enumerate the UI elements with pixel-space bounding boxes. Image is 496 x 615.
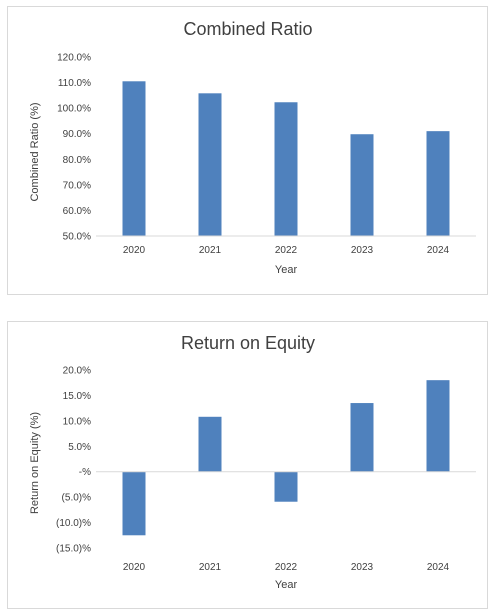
y-tick-label: 15.0% [63, 391, 91, 402]
bar-2023 [350, 403, 374, 472]
x-tick-label: 2024 [427, 245, 450, 256]
bar-2024 [426, 380, 450, 472]
x-tick-label: 2021 [199, 245, 222, 256]
y-tick-label: 120.0% [57, 53, 91, 64]
y-tick-label: 20.0% [63, 366, 91, 377]
y-axis-title: Return on Equity (%) [29, 412, 41, 514]
bar-2020 [122, 81, 146, 237]
y-axis-title: Combined Ratio (%) [29, 102, 41, 201]
chart-title: Return on Equity [181, 333, 315, 353]
y-tick-label: 5.0% [68, 442, 91, 453]
y-tick-label: -% [79, 467, 91, 478]
bar-2020 [122, 471, 146, 536]
bar-2021 [198, 93, 222, 236]
x-tick-label: 2023 [351, 562, 374, 573]
x-tick-label: 2023 [351, 245, 374, 256]
y-tick-label: 110.0% [58, 78, 91, 89]
x-tick-label: 2022 [275, 562, 298, 573]
bar-2024 [426, 131, 450, 236]
plot-area: 120.0% 110.0% 100.0% 90.0% 80.0% 70.0% 60.0% 50… [57, 53, 476, 256]
x-axis-title: Year [275, 579, 298, 591]
combined-ratio-chart: Combined Ratio Combined Ratio (%) Year 1… [7, 6, 488, 295]
plot-area: 20.0% 15.0% 10.0% 5.0% -% (5.0)% (10.0)% (15.0)… [56, 366, 476, 573]
x-tick-label: 2022 [275, 245, 298, 256]
y-tick-label: (15.0)% [56, 544, 91, 555]
y-tick-label: 70.0% [63, 180, 91, 191]
y-tick-label: (5.0)% [62, 493, 92, 504]
return-on-equity-chart-svg: Return on Equity Return on Equity (%) Ye… [29, 333, 476, 591]
y-tick-label: 90.0% [63, 129, 91, 140]
x-tick-label: 2020 [123, 245, 146, 256]
chart-title: Combined Ratio [183, 19, 312, 39]
bar-2022 [274, 471, 298, 502]
y-tick-label: 10.0% [63, 416, 91, 427]
x-tick-label: 2024 [427, 562, 450, 573]
y-tick-label: 60.0% [63, 206, 91, 217]
y-tick-label: (10.0)% [56, 518, 91, 529]
y-tick-label: 50.0% [63, 232, 91, 243]
return-on-equity-chart: Return on Equity Return on Equity (%) Ye… [7, 321, 488, 609]
x-axis-title: Year [275, 264, 298, 276]
bar-2023 [350, 134, 374, 236]
bar-2022 [274, 102, 298, 236]
x-tick-label: 2020 [123, 562, 146, 573]
y-tick-label: 80.0% [63, 155, 91, 166]
combined-ratio-chart-svg: Combined Ratio Combined Ratio (%) Year 1… [29, 19, 476, 276]
x-tick-label: 2021 [199, 562, 222, 573]
y-tick-label: 100.0% [57, 104, 91, 115]
bar-2021 [198, 416, 222, 472]
